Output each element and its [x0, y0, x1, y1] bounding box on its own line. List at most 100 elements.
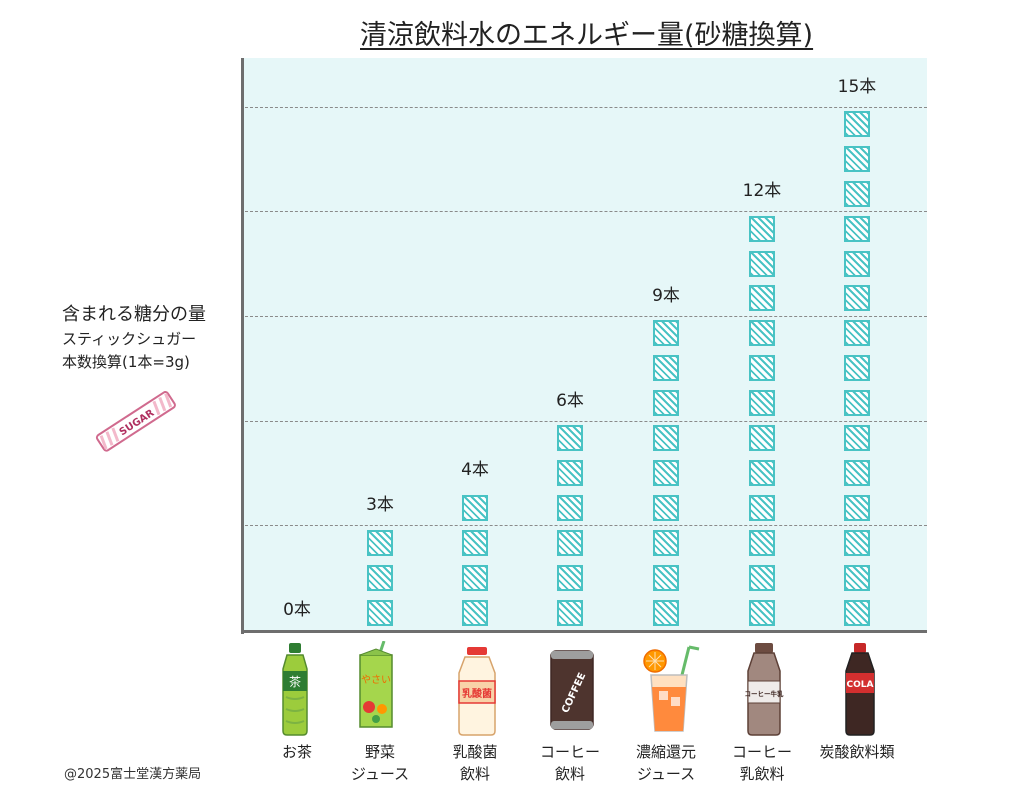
sugar-unit-box — [749, 355, 775, 382]
category-label-line: ジュース — [636, 765, 696, 783]
sugar-unit-box — [749, 215, 775, 242]
y-axis-label: 含まれる糖分の量 — [62, 304, 206, 325]
bar-value-label: 0本 — [283, 600, 311, 620]
category-label: コーヒー 飲料 — [520, 741, 620, 785]
sugar-unit-box — [462, 494, 488, 521]
category-label-line: 濃縮還元 — [635, 743, 696, 761]
category-label-line: 飲料 — [459, 765, 490, 783]
sugar-unit-box — [462, 599, 488, 626]
sugar-unit-box — [653, 529, 679, 556]
gridline-12 — [245, 211, 927, 213]
plot-area — [243, 58, 927, 632]
sugar-unit-box — [653, 355, 679, 382]
sugar-unit-box — [844, 355, 870, 382]
category-label-line: 乳飲料 — [739, 765, 785, 783]
bar-value-label: 12本 — [742, 181, 782, 202]
category-label: コーヒー 乳飲料 — [712, 741, 812, 785]
gridline-9 — [245, 315, 927, 317]
sugar-unit-box — [844, 215, 870, 242]
sugar-unit-box — [653, 425, 679, 452]
copyright-text: @2025富士堂漢方薬局 — [64, 767, 202, 782]
sugar-unit-box — [557, 494, 583, 521]
category-label-line: お茶 — [281, 743, 312, 761]
sugar-unit-box — [557, 564, 583, 591]
vegetable-juice-carton-icon: やさい — [359, 641, 393, 728]
coffee-milk-label-text: コーヒー牛乳 — [745, 689, 785, 698]
sugar-unit-box — [844, 599, 870, 626]
sugar-unit-box — [749, 494, 775, 521]
sugar-unit-box — [749, 564, 775, 591]
sugar-unit-box — [844, 285, 870, 312]
gridline-6 — [245, 420, 927, 422]
sugar-unit-box — [844, 180, 870, 207]
category-label: 乳酸菌 飲料 — [425, 741, 525, 785]
category-label: お茶 — [247, 741, 347, 763]
sugar-unit-box — [557, 459, 583, 486]
lactic-label-text: 乳酸菌 — [462, 687, 492, 700]
sugar-unit-box — [749, 390, 775, 417]
category-label-line: 乳酸菌 — [452, 743, 498, 761]
sugar-unit-box — [844, 250, 870, 277]
category-label: 濃縮還元 ジュース — [616, 741, 716, 785]
sugar-unit-box — [844, 145, 870, 172]
sugar-unit-box — [844, 564, 870, 591]
chart-title: 清涼飲料水のエネルギー量(砂糖換算) — [360, 20, 814, 51]
cola-label-text: COLA — [847, 680, 874, 690]
cola-bottle-icon: COLA — [845, 643, 875, 736]
green-tea-bottle-icon: 茶 — [282, 643, 308, 736]
y-axis-sublabel-2: 本数換算(1本=3g) — [62, 353, 190, 371]
sugar-unit-box — [749, 425, 775, 452]
sugar-unit-box — [557, 599, 583, 626]
bar-value-label: 15本 — [837, 76, 877, 97]
sugar-unit-box — [844, 459, 870, 486]
sugar-unit-box — [653, 390, 679, 417]
sugar-unit-box — [749, 320, 775, 347]
sugar-unit-box — [749, 250, 775, 277]
sugar-unit-box — [557, 425, 583, 452]
sugar-unit-box — [844, 320, 870, 347]
coffee-can-icon: COFFEE — [550, 650, 594, 730]
category-label: 炭酸飲料類 — [807, 741, 907, 763]
category-label-line: 飲料 — [554, 765, 585, 783]
sugar-unit-box — [844, 110, 870, 137]
bar-value-label: 6本 — [556, 390, 584, 411]
yasai-label-text: やさい — [361, 674, 391, 686]
sugar-unit-box — [367, 564, 393, 591]
gridline-3 — [245, 525, 927, 527]
sugar-unit-box — [844, 390, 870, 417]
gridline-15 — [245, 106, 927, 108]
sugar-unit-box — [653, 564, 679, 591]
bar-value-label: 3本 — [366, 495, 394, 516]
y-axis-line — [241, 58, 244, 634]
sugar-stick-icon: SUGAR — [95, 391, 176, 452]
sugar-unit-box — [844, 494, 870, 521]
y-axis-sublabel-1: スティックシュガー — [62, 330, 197, 348]
sugar-unit-box — [462, 529, 488, 556]
sugar-unit-box — [557, 529, 583, 556]
sugar-unit-box — [653, 459, 679, 486]
sugar-unit-box — [844, 529, 870, 556]
tea-label-text: 茶 — [289, 674, 301, 689]
bar-value-label: 9本 — [652, 285, 680, 306]
sugar-unit-box — [749, 529, 775, 556]
category-label-line: ジュース — [350, 765, 410, 783]
sugar-unit-box — [749, 459, 775, 486]
category-label: 野菜 ジュース — [330, 741, 430, 785]
sugar-unit-box — [653, 599, 679, 626]
sugar-unit-box — [749, 599, 775, 626]
sugar-unit-box — [367, 529, 393, 556]
sugar-unit-box — [462, 564, 488, 591]
category-label-line: 炭酸飲料類 — [819, 743, 895, 761]
category-label-line: 野菜 — [364, 743, 395, 761]
sugar-unit-box — [749, 285, 775, 312]
sugar-unit-box — [367, 599, 393, 626]
category-label-line: コーヒー — [731, 743, 792, 761]
category-label-line: コーヒー — [539, 743, 600, 761]
lactic-drink-bottle-icon: 乳酸菌 — [458, 647, 496, 736]
sugar-unit-box — [653, 320, 679, 347]
sugar-unit-box — [844, 425, 870, 452]
x-axis-line — [241, 630, 927, 633]
bar-value-label: 4本 — [461, 460, 489, 481]
coffee-milk-bottle-icon: コーヒー牛乳 — [745, 643, 785, 736]
sugar-unit-box — [653, 494, 679, 521]
